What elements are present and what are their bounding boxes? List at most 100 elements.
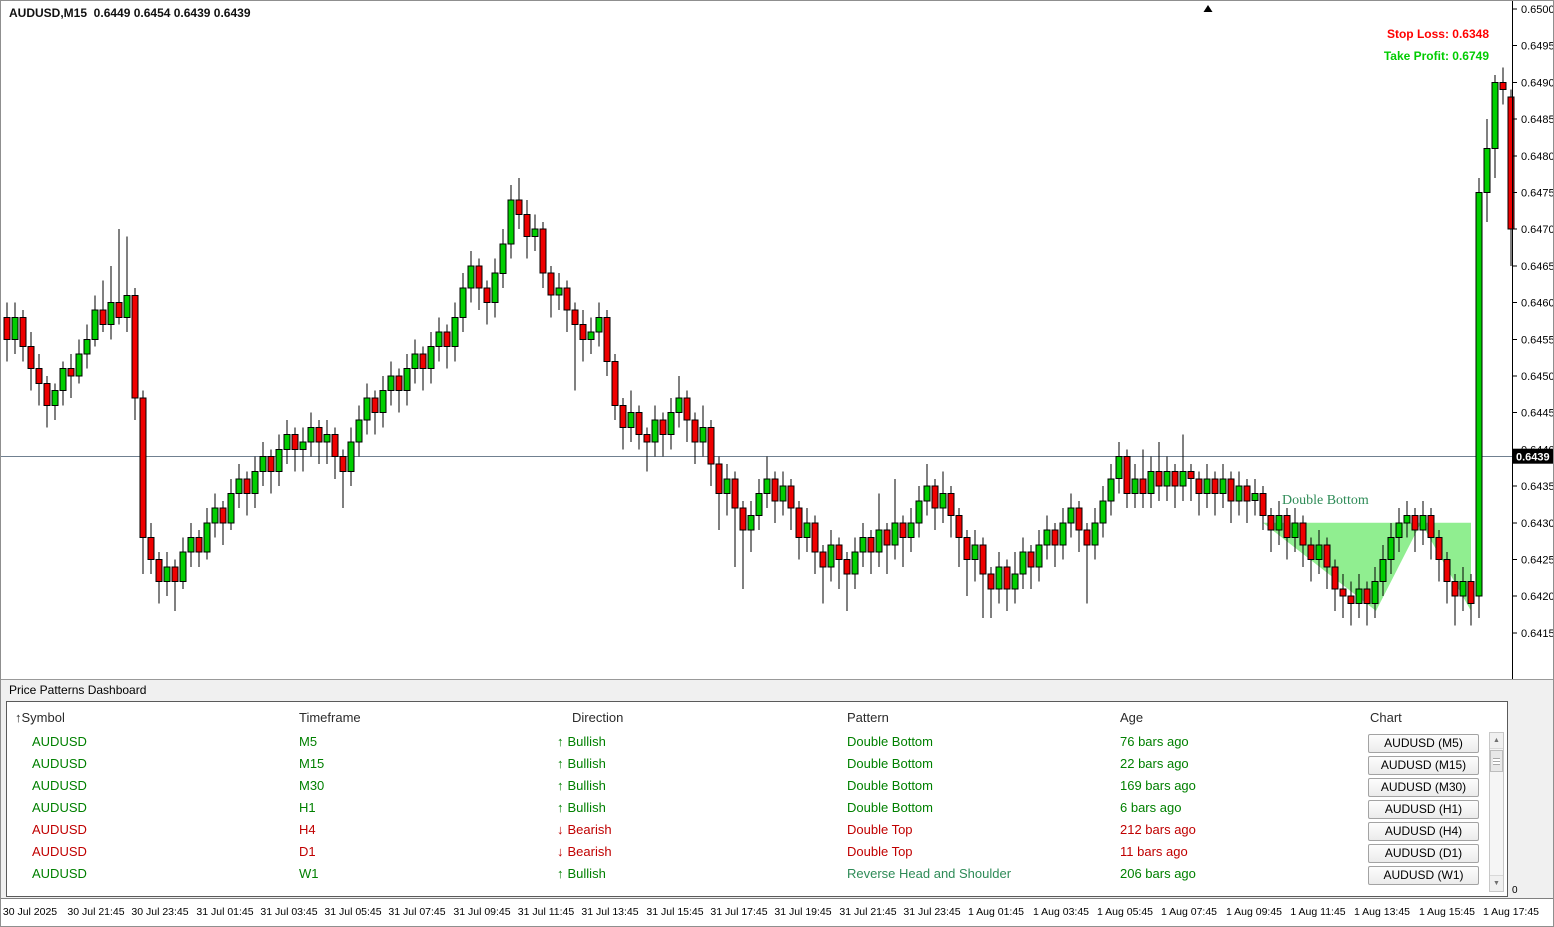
column-header-age[interactable]: Age bbox=[1120, 710, 1144, 725]
open-chart-button[interactable]: AUDUSD (M5) bbox=[1368, 734, 1479, 753]
time-axis-label: 31 Jul 09:45 bbox=[453, 906, 511, 918]
open-chart-button[interactable]: AUDUSD (W1) bbox=[1368, 866, 1479, 885]
cell-symbol: AUDUSD bbox=[32, 778, 87, 793]
time-axis-label: 31 Jul 23:45 bbox=[903, 906, 961, 918]
open-chart-button[interactable]: AUDUSD (D1) bbox=[1368, 844, 1479, 863]
cell-direction: ↑ Bullish bbox=[557, 866, 606, 881]
subwindow-separator[interactable] bbox=[1, 679, 1553, 680]
time-axis-label: 1 Aug 07:45 bbox=[1160, 906, 1218, 918]
time-axis-label: 31 Jul 21:45 bbox=[839, 906, 897, 918]
time-axis-label: 1 Aug 09:45 bbox=[1225, 906, 1283, 918]
cell-direction: ↑ Bullish bbox=[557, 800, 606, 815]
candlestick-chart[interactable]: Double Bottom0.65000.64950.64900.64850.6… bbox=[1, 1, 1554, 679]
chart-pane[interactable]: Double Bottom 0.6500 0.6495 0.6490 0.6485 0.6… bbox=[1, 1, 1554, 679]
chart-shift-marker-icon[interactable] bbox=[1203, 5, 1213, 12]
svg-text:0.6485: 0.6485 bbox=[1521, 114, 1554, 126]
cell-timeframe: H1 bbox=[299, 800, 316, 815]
column-header-timeframe[interactable]: Timeframe bbox=[299, 710, 361, 725]
svg-text:0.6480: 0.6480 bbox=[1521, 151, 1554, 163]
cell-symbol: AUDUSD bbox=[32, 822, 87, 837]
cell-direction: ↑ Bullish bbox=[557, 734, 606, 749]
arrow-up-icon: ↑ bbox=[557, 734, 564, 749]
time-axis-label: 31 Jul 03:45 bbox=[260, 906, 318, 918]
open-chart-button[interactable]: AUDUSD (H4) bbox=[1368, 822, 1479, 841]
time-axis-label: 30 Jul 2025 bbox=[2, 906, 58, 918]
scrollbar-grip-icon bbox=[1493, 758, 1500, 765]
cell-symbol: AUDUSD bbox=[32, 800, 87, 815]
time-axis-label: 1 Aug 01:45 bbox=[967, 906, 1025, 918]
cell-direction: ↑ Bullish bbox=[557, 778, 606, 793]
dashboard-scrollbar[interactable]: ▲ ▼ bbox=[1489, 732, 1504, 892]
cell-age: 22 bars ago bbox=[1120, 756, 1189, 771]
cell-age: 169 bars ago bbox=[1120, 778, 1196, 793]
cell-symbol: AUDUSD bbox=[32, 756, 87, 771]
double-bottom-label: Double Bottom bbox=[1282, 493, 1369, 508]
open-chart-button[interactable]: AUDUSD (M30) bbox=[1368, 778, 1479, 797]
cell-pattern: Double Bottom bbox=[847, 800, 933, 815]
svg-text:0.6450: 0.6450 bbox=[1521, 371, 1554, 383]
cell-timeframe: H4 bbox=[299, 822, 316, 837]
time-axis-label: 1 Aug 15:45 bbox=[1418, 906, 1476, 918]
time-axis-label: 31 Jul 05:45 bbox=[324, 906, 382, 918]
cell-age: 11 bars ago bbox=[1120, 844, 1188, 859]
scroll-up-icon[interactable]: ▲ bbox=[1490, 733, 1503, 749]
cell-pattern: Reverse Head and Shoulder bbox=[847, 866, 1012, 881]
cell-timeframe: W1 bbox=[299, 866, 319, 881]
time-axis-label: 1 Aug 05:45 bbox=[1096, 906, 1154, 918]
patterns-dashboard-panel: Price Patterns Dashboard ▲ ▼ ↑Symbol Time… bbox=[1, 680, 1553, 898]
time-axis-label: 31 Jul 01:45 bbox=[196, 906, 254, 918]
dashboard-title: Price Patterns Dashboard bbox=[9, 683, 147, 697]
cell-timeframe: M5 bbox=[299, 734, 318, 749]
svg-text:0.6495: 0.6495 bbox=[1521, 41, 1554, 53]
cell-symbol: AUDUSD bbox=[32, 866, 87, 881]
column-header-pattern[interactable]: Pattern bbox=[847, 710, 889, 725]
time-axis-label: 30 Jul 23:45 bbox=[131, 906, 189, 918]
cell-direction: ↓ Bearish bbox=[557, 822, 612, 837]
bid-price-tag-value: 0.6439 bbox=[1516, 452, 1550, 464]
candles bbox=[3, 67, 1515, 626]
time-axis-label: 1 Aug 17:45 bbox=[1482, 906, 1540, 918]
time-axis-label: 1 Aug 11:45 bbox=[1290, 906, 1346, 918]
svg-text:0.6435: 0.6435 bbox=[1521, 481, 1554, 493]
open-chart-button[interactable]: AUDUSD (H1) bbox=[1368, 800, 1479, 819]
time-axis-label: 31 Jul 17:45 bbox=[710, 906, 768, 918]
cell-pattern: Double Bottom bbox=[847, 778, 933, 793]
svg-text:0.6465: 0.6465 bbox=[1521, 261, 1554, 273]
svg-text:0.6490: 0.6490 bbox=[1521, 77, 1554, 89]
cell-pattern: Double Top bbox=[847, 822, 913, 837]
time-axis-label: 31 Jul 13:45 bbox=[581, 906, 639, 918]
cell-age: 212 bars ago bbox=[1120, 822, 1196, 837]
scrollbar-thumb[interactable] bbox=[1490, 750, 1503, 772]
cell-symbol: AUDUSD bbox=[32, 734, 87, 749]
open-chart-button[interactable]: AUDUSD (M15) bbox=[1368, 756, 1479, 775]
svg-text:0.6500: 0.6500 bbox=[1521, 4, 1554, 16]
scroll-down-icon[interactable]: ▼ bbox=[1490, 875, 1503, 891]
cell-timeframe: M15 bbox=[299, 756, 325, 771]
bid-price-tag bbox=[1513, 448, 1553, 464]
chart-background bbox=[1, 1, 1553, 679]
column-header-direction[interactable]: Direction bbox=[572, 710, 624, 725]
symbol-quote-line: AUDUSD,M15 0.6449 0.6454 0.6439 0.6439 bbox=[9, 6, 251, 20]
arrow-up-icon: ↑ bbox=[557, 866, 564, 881]
cell-age: 6 bars ago bbox=[1120, 800, 1182, 815]
svg-text:0.6475: 0.6475 bbox=[1521, 188, 1554, 200]
svg-text:0.6470: 0.6470 bbox=[1521, 224, 1554, 236]
cell-timeframe: M30 bbox=[299, 778, 325, 793]
price-axis[interactable]: 0.6500 0.6495 0.6490 0.6485 0.6480 0.6475 0.64… bbox=[1512, 1, 1554, 679]
cell-pattern: Double Top bbox=[847, 844, 913, 859]
time-axis-label: 31 Jul 11:45 bbox=[517, 906, 575, 918]
column-header-symbol[interactable]: ↑Symbol bbox=[15, 710, 65, 725]
svg-text:0.6420: 0.6420 bbox=[1521, 591, 1554, 603]
cell-direction: ↑ Bullish bbox=[557, 756, 606, 771]
cell-age: 76 bars ago bbox=[1120, 734, 1189, 749]
column-header-chart[interactable]: Chart bbox=[1370, 710, 1402, 725]
cell-direction: ↓ Bearish bbox=[557, 844, 612, 859]
time-axis-label: 31 Jul 07:45 bbox=[388, 906, 446, 918]
svg-text:0.6415: 0.6415 bbox=[1521, 628, 1554, 640]
arrow-down-icon: ↓ bbox=[557, 844, 564, 859]
arrow-down-icon: ↓ bbox=[557, 822, 564, 837]
svg-text:0.6430: 0.6430 bbox=[1521, 518, 1554, 530]
time-axis[interactable]: 30 Jul 2025 30 Jul 21:45 30 Jul 23:45 31 Ju… bbox=[1, 898, 1553, 926]
volume-zero-label: 0 bbox=[1512, 885, 1518, 896]
